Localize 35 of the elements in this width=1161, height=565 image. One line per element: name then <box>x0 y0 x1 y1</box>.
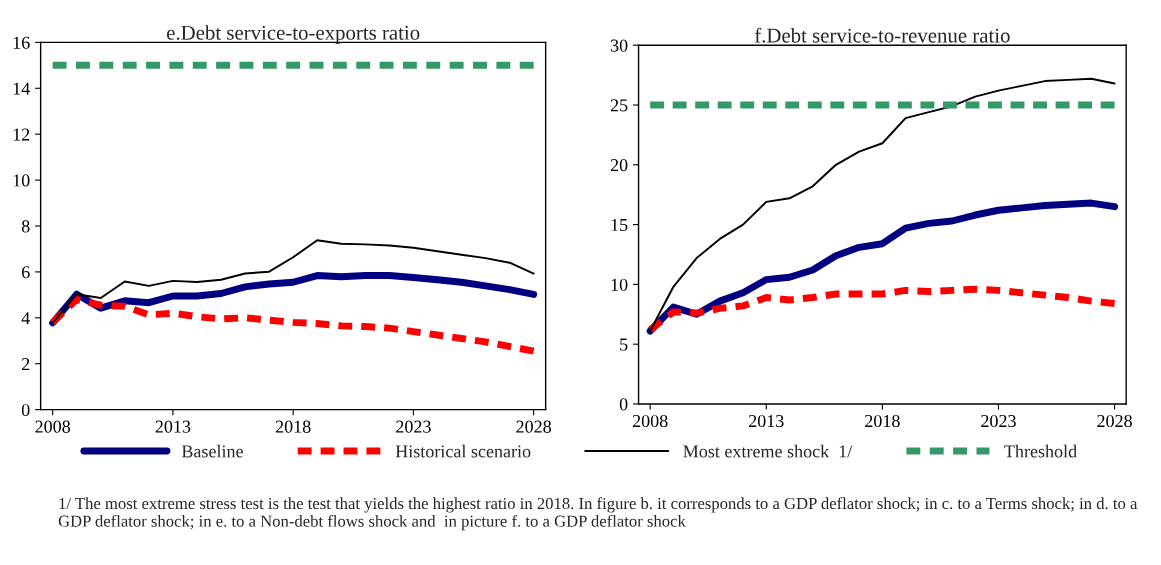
x-tick-label: 2013 <box>155 420 191 433</box>
y-tick-label: 12 <box>13 128 30 141</box>
y-tick-label: 10 <box>13 174 30 187</box>
x-tick-label: 2028 <box>516 420 552 433</box>
x-tick-label: 2028 <box>1097 414 1132 428</box>
legend-label: Threshold <box>1004 444 1077 458</box>
x-tick-label: 2013 <box>749 414 784 428</box>
x-tick-label: 2018 <box>275 420 311 433</box>
line-series <box>51 239 535 324</box>
x-tick-label: 2023 <box>981 414 1016 428</box>
y-tick-label: 14 <box>13 82 30 95</box>
chart-title: f.Debt service-to-revenue ratio <box>754 27 1010 43</box>
y-tick-label: 2 <box>21 358 30 370</box>
x-tick-label: 2023 <box>396 420 431 433</box>
y-tick-label: 5 <box>620 338 628 351</box>
y-tick-label: 8 <box>21 220 30 233</box>
x-tick-label: 2008 <box>35 420 71 433</box>
y-tick-label: 0 <box>21 403 30 417</box>
y-tick-label: 30 <box>610 39 628 52</box>
y-tick-label: 10 <box>611 278 628 291</box>
x-tick-label: 2008 <box>632 414 668 428</box>
y-tick-label: 20 <box>610 159 628 172</box>
legend-label: Most extreme shock 1/ <box>683 444 853 458</box>
text: 1/ The most extreme stress test is the test that yields the highest ratio in 2018. In figure b. it corresponds to a GDP deflator shock; in c. to a Terms shock; in d. to a GDP deflator shock; in e. to a Non-debt flows shock and in picture f. to a GDP deflator shock <box>58 497 1138 531</box>
y-tick-label: 6 <box>21 266 30 279</box>
y-tick-label: 0 <box>619 398 628 411</box>
y-tick-label: 15 <box>611 218 628 232</box>
legend-label: Baseline <box>181 444 243 458</box>
line-series <box>649 77 1116 332</box>
y-tick-label: 16 <box>13 36 30 49</box>
y-tick-label: 4 <box>21 312 30 325</box>
x-tick-label: 2018 <box>865 414 900 428</box>
legend-label: Historical scenario <box>395 444 531 458</box>
chart-title: e.Debt service-to-exports ratio <box>166 25 420 45</box>
y-tick-label: 25 <box>610 99 628 112</box>
